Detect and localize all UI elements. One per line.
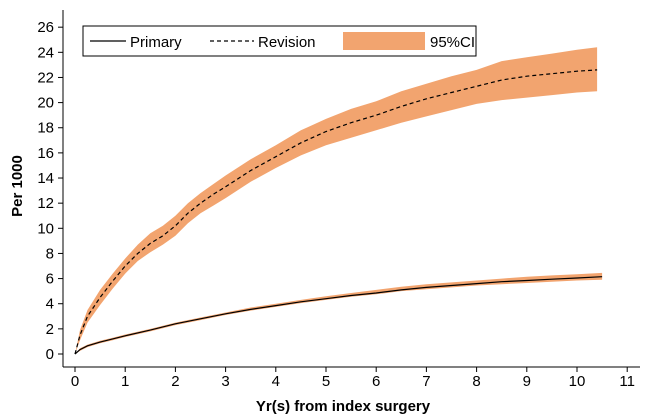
primary-ci-band xyxy=(75,272,603,354)
legend-primary-label: Primary xyxy=(130,34,182,51)
x-tick-label: 0 xyxy=(71,373,79,390)
legend-ci-label: 95%CI xyxy=(430,34,475,51)
x-axis-ticks: 0 1 2 3 4 5 6 7 8 9 10 11 xyxy=(71,367,635,390)
x-tick-label: 7 xyxy=(422,373,430,390)
x-axis-label: Yr(s) from index surgery xyxy=(256,398,431,415)
y-tick-label: 22 xyxy=(37,69,54,86)
x-tick-label: 11 xyxy=(619,373,635,390)
y-tick-label: 18 xyxy=(37,120,54,137)
primary-line xyxy=(74,276,603,355)
y-tick-label: 20 xyxy=(37,95,54,112)
x-tick-label: 9 xyxy=(523,373,531,390)
y-tick-label: 0 xyxy=(46,346,54,363)
y-tick-label: 6 xyxy=(46,271,54,288)
confidence-bands xyxy=(75,47,603,355)
y-tick-label: 12 xyxy=(37,195,54,212)
series-lines xyxy=(74,69,603,355)
x-tick-label: 10 xyxy=(569,373,586,390)
y-tick-label: 16 xyxy=(37,145,54,162)
x-tick-label: 1 xyxy=(121,373,129,390)
y-axis-label: Per 1000 xyxy=(9,155,26,217)
y-tick-label: 10 xyxy=(37,220,54,237)
revision-line xyxy=(74,69,598,355)
y-tick-label: 8 xyxy=(46,245,54,262)
x-tick-label: 3 xyxy=(221,373,229,390)
x-tick-label: 6 xyxy=(372,373,380,390)
y-tick-label: 4 xyxy=(46,296,54,313)
x-tick-label: 8 xyxy=(472,373,480,390)
x-tick-label: 4 xyxy=(272,373,280,390)
x-tick-label: 2 xyxy=(171,373,179,390)
x-tick-label: 5 xyxy=(322,373,330,390)
y-tick-label: 14 xyxy=(37,170,54,187)
revision-ci-band xyxy=(75,47,598,355)
y-tick-label: 24 xyxy=(37,44,54,61)
y-tick-label: 2 xyxy=(46,321,54,338)
y-tick-label: 26 xyxy=(37,19,54,36)
legend-ci-swatch xyxy=(343,32,425,50)
legend-revision-label: Revision xyxy=(258,34,316,51)
legend: Primary Revision 95%CI xyxy=(82,25,477,57)
